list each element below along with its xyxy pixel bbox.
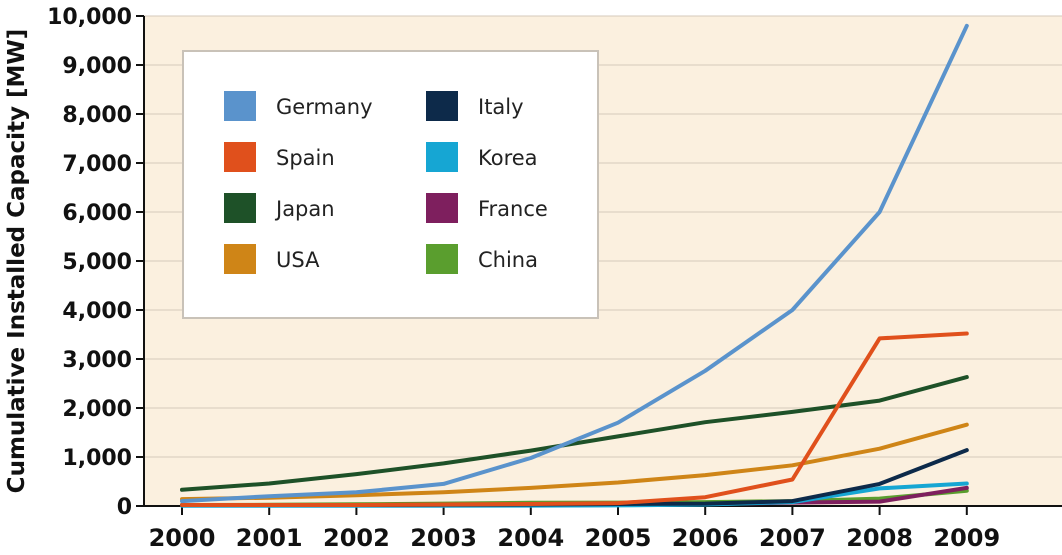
y-tick-label: 3,000	[62, 348, 132, 373]
legend-label: USA	[276, 248, 320, 272]
legend-swatch	[426, 244, 458, 274]
legend-swatch	[224, 193, 256, 223]
legend-label: France	[478, 197, 548, 221]
y-tick-label: 6,000	[62, 201, 132, 226]
x-tick-label: 2004	[497, 524, 564, 552]
legend-label: Spain	[276, 146, 335, 170]
y-tick-label: 9,000	[62, 54, 132, 79]
x-axis-ticks: 2000 2001 2002 2003 2004 2005 2006 2007 2008 2009	[149, 506, 1000, 552]
legend-label: Japan	[274, 197, 335, 221]
x-tick-label: 2000	[149, 524, 216, 552]
y-axis-ticks: 0 1,000 2,000 3,000 4,000 5,000 6,000 7,000 8,00…	[47, 5, 144, 520]
y-tick-label: 4,000	[62, 299, 132, 324]
legend-swatch	[224, 142, 256, 172]
x-tick-label: 2001	[236, 524, 303, 552]
legend-swatch	[224, 244, 256, 274]
y-tick-label: 10,000	[47, 5, 132, 30]
series-line-germany	[180, 23, 969, 504]
y-tick-label: 0	[117, 495, 132, 520]
x-tick-label: 2005	[585, 524, 652, 552]
legend-swatch	[426, 91, 458, 121]
y-tick-label: 5,000	[62, 250, 132, 275]
x-tick-label: 2009	[933, 524, 1000, 552]
x-tick-label: 2002	[323, 524, 390, 552]
legend-swatch	[426, 142, 458, 172]
legend-label: China	[478, 248, 538, 272]
series-line-spain	[180, 331, 969, 507]
x-tick-label: 2008	[846, 524, 913, 552]
legend-label: Italy	[478, 95, 524, 119]
legend-swatch	[224, 91, 256, 121]
legend: Germany Spain Japan USA Italy Korea France Chin…	[182, 50, 599, 319]
legend-label: Germany	[276, 95, 373, 119]
x-tick-label: 2006	[672, 524, 739, 552]
legend-swatch	[426, 193, 458, 223]
x-tick-label: 2003	[410, 524, 477, 552]
series-line-usa	[180, 422, 969, 502]
legend-label: Korea	[478, 146, 538, 170]
series-lines	[180, 23, 969, 508]
y-tick-label: 2,000	[62, 397, 132, 422]
y-tick-label: 7,000	[62, 152, 132, 177]
y-tick-label: 1,000	[62, 446, 132, 471]
y-axis-label: Cumulative Installed Capacity [MW]	[4, 29, 30, 494]
x-tick-label: 2007	[759, 524, 826, 552]
y-tick-label: 8,000	[62, 103, 132, 128]
